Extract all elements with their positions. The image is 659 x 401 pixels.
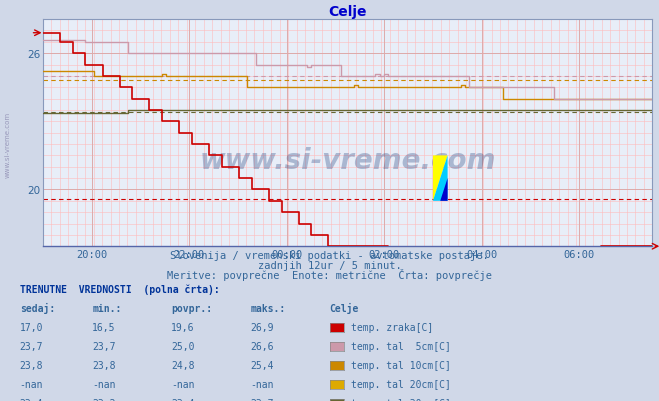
Text: 25,0: 25,0	[171, 341, 195, 351]
Text: 23,2: 23,2	[92, 398, 116, 401]
Text: 17,0: 17,0	[20, 322, 43, 332]
Text: 23,8: 23,8	[92, 360, 116, 370]
Text: temp. tal 20cm[C]: temp. tal 20cm[C]	[351, 379, 451, 389]
Text: Meritve: povprečne  Enote: metrične  Črta: povprečje: Meritve: povprečne Enote: metrične Črta:…	[167, 269, 492, 281]
Text: www.si-vreme.com: www.si-vreme.com	[5, 111, 11, 177]
Text: temp. tal 30cm[C]: temp. tal 30cm[C]	[351, 398, 451, 401]
Text: Slovenija / vremenski podatki - avtomatske postaje.: Slovenija / vremenski podatki - avtomats…	[170, 251, 489, 261]
Text: -nan: -nan	[250, 379, 274, 389]
Text: zadnjih 12ur / 5 minut.: zadnjih 12ur / 5 minut.	[258, 261, 401, 271]
Text: 26,6: 26,6	[250, 341, 274, 351]
Text: 23,7: 23,7	[250, 398, 274, 401]
Title: Celje: Celje	[328, 5, 367, 19]
Text: povpr.:: povpr.:	[171, 304, 212, 314]
Text: -nan: -nan	[92, 379, 116, 389]
Polygon shape	[433, 156, 447, 201]
Text: temp. tal  5cm[C]: temp. tal 5cm[C]	[351, 341, 451, 351]
Polygon shape	[433, 156, 447, 201]
Text: 16,5: 16,5	[92, 322, 116, 332]
Text: temp. zraka[C]: temp. zraka[C]	[351, 322, 433, 332]
Text: 24,8: 24,8	[171, 360, 195, 370]
Text: maks.:: maks.:	[250, 304, 285, 314]
Text: 23,4: 23,4	[171, 398, 195, 401]
Text: 23,7: 23,7	[92, 341, 116, 351]
Text: 23,8: 23,8	[20, 360, 43, 370]
Polygon shape	[440, 179, 447, 201]
Text: 23,4: 23,4	[20, 398, 43, 401]
Text: www.si-vreme.com: www.si-vreme.com	[200, 146, 496, 174]
Text: TRENUTNE  VREDNOSTI  (polna črta):: TRENUTNE VREDNOSTI (polna črta):	[20, 284, 219, 295]
Text: -nan: -nan	[20, 379, 43, 389]
Text: 19,6: 19,6	[171, 322, 195, 332]
Text: 26,9: 26,9	[250, 322, 274, 332]
Text: -nan: -nan	[171, 379, 195, 389]
Text: 25,4: 25,4	[250, 360, 274, 370]
Text: min.:: min.:	[92, 304, 122, 314]
Text: 23,7: 23,7	[20, 341, 43, 351]
Text: sedaj:: sedaj:	[20, 303, 55, 314]
Text: temp. tal 10cm[C]: temp. tal 10cm[C]	[351, 360, 451, 370]
Text: Celje: Celje	[330, 303, 359, 314]
